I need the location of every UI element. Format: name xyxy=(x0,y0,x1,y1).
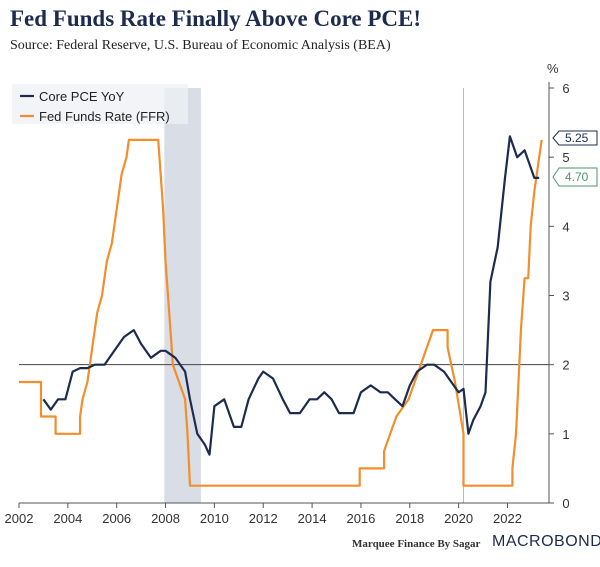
chart-subtitle: Source: Federal Reserve, U.S. Bureau of … xyxy=(10,38,391,53)
x-tick-label: 2010 xyxy=(200,511,229,526)
legend-label-core-pce: Core PCE YoY xyxy=(39,89,125,104)
macrobond-logo: MACROBOND xyxy=(492,533,600,550)
legend-label-ffr: Fed Funds Rate (FFR) xyxy=(39,109,170,124)
series-core-pce xyxy=(42,135,540,456)
last-value-ffr-text: 5.25 xyxy=(565,131,589,145)
x-axis-ticks: 2002 2004 2006 2008 2010 2012 2014 2016 2018 2020… xyxy=(5,503,522,526)
y-axis-unit-label: % xyxy=(547,61,559,76)
footer-credit: Marquee Finance By Sagar xyxy=(352,538,481,550)
x-tick-label: 2020 xyxy=(444,511,473,526)
x-tick-label: 2018 xyxy=(395,511,424,526)
x-tick-label: 2014 xyxy=(298,511,327,526)
x-tick-label: 2008 xyxy=(151,511,180,526)
series-ffr xyxy=(19,138,543,487)
y-tick-label: 2 xyxy=(562,358,569,373)
legend-background xyxy=(12,84,188,124)
y-tick-label: 4 xyxy=(562,219,569,234)
x-tick-label: 2002 xyxy=(5,511,34,526)
x-tick-label: 2016 xyxy=(346,511,375,526)
last-value-core-pce-text: 4.70 xyxy=(565,170,589,184)
x-tick-label: 2022 xyxy=(493,511,522,526)
legend: Core PCE YoY Fed Funds Rate (FFR) xyxy=(12,84,188,124)
y-tick-label: 1 xyxy=(562,427,569,442)
last-value-ffr-badge xyxy=(552,130,598,146)
x-tick-label: 2004 xyxy=(53,511,82,526)
x-tick-label: 2012 xyxy=(249,511,278,526)
chart-title: Fed Funds Rate Finally Above Core PCE! xyxy=(10,6,422,31)
y-tick-label: 6 xyxy=(562,81,569,96)
series-layer xyxy=(19,135,543,487)
last-value-ffr: 5.25 xyxy=(552,130,598,146)
last-value-core-pce-badge xyxy=(552,167,598,187)
recession-shading xyxy=(164,88,201,503)
y-tick-label: 0 xyxy=(562,496,569,511)
x-tick-label: 2006 xyxy=(102,511,131,526)
y-tick-label: 5 xyxy=(562,150,569,165)
y-axis-ticks: 0 1 2 3 4 5 6 xyxy=(549,81,570,511)
y-tick-label: 3 xyxy=(562,289,569,304)
last-value-core-pce: 4.70 xyxy=(552,167,598,187)
